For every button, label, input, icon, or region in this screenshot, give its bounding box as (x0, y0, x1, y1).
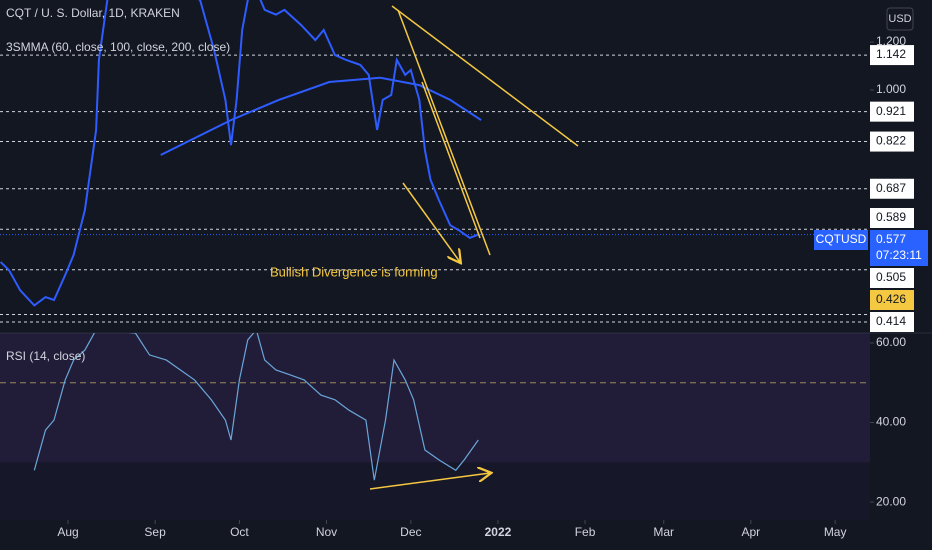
drawings (369, 5, 579, 490)
level-label: 0.921 (876, 104, 906, 118)
plot-layer: 1.200 1.000 1.142 0.921 0.822 0.687 0.589 0.577… (0, 0, 928, 539)
annotation: Bullish Divergence is forming (270, 264, 438, 279)
last-price-box (870, 230, 928, 266)
indicator-title: 3SMMA (60, close, 100, close, 200, close… (6, 40, 230, 54)
level-box (870, 101, 914, 122)
x-tick-label: Oct (230, 525, 249, 539)
x-tick-label: Aug (57, 525, 78, 539)
y-tick-label: 1.200 (876, 34, 906, 48)
arrow (369, 473, 490, 490)
x-tick-label: Mar (653, 525, 674, 539)
chart-title: CQT / U. S. Dollar, 1D, KRAKEN (6, 6, 180, 20)
x-tick-label: Feb (575, 525, 596, 539)
trend-line (391, 5, 579, 147)
y-tick-label: 60.00 (876, 335, 906, 349)
pane-plot (0, 333, 870, 481)
level-box (870, 312, 914, 332)
x-tick-label: May (824, 525, 847, 539)
last-price: 0.577 (876, 232, 906, 246)
trend-line (397, 9, 491, 256)
pane-plot (0, 0, 870, 323)
rsi-band (0, 333, 870, 463)
level-label: 0.414 (876, 314, 906, 328)
symbol-label: CQTUSD (816, 232, 867, 246)
level-label: 0.426 (876, 292, 906, 306)
series-line (160, 76, 482, 156)
x-tick-label: Sep (144, 525, 166, 539)
y-tick-label: 1.000 (876, 82, 906, 96)
currency-label: USD (888, 13, 911, 25)
symbol-box (814, 230, 868, 250)
y-tick-label: 40.00 (876, 415, 906, 429)
y-tick-label: 20.00 (876, 494, 906, 508)
series-line (33, 333, 479, 481)
x-tick-label: Nov (316, 525, 337, 539)
level-box (870, 131, 914, 152)
arrow (402, 182, 460, 262)
currency-button[interactable] (886, 7, 914, 31)
level-box (870, 178, 914, 199)
level-box (870, 268, 914, 288)
level-box (870, 290, 914, 310)
level-box (870, 45, 914, 66)
x-tick-label: Dec (400, 525, 421, 539)
level-label: 0.687 (876, 181, 906, 195)
trend-line (421, 81, 481, 239)
x-tick-label: 2022 (485, 525, 512, 539)
x-tick-label: Apr (742, 525, 761, 539)
level-label: 0.589 (876, 210, 906, 224)
level-label: 0.505 (876, 270, 906, 284)
rsi-pane (0, 333, 870, 520)
rsi-title: RSI (14, close) (6, 349, 85, 363)
level-box (870, 208, 914, 228)
countdown: 07:23:11 (876, 248, 922, 262)
level-label: 1.142 (876, 47, 906, 61)
level-label: 0.822 (876, 134, 906, 148)
